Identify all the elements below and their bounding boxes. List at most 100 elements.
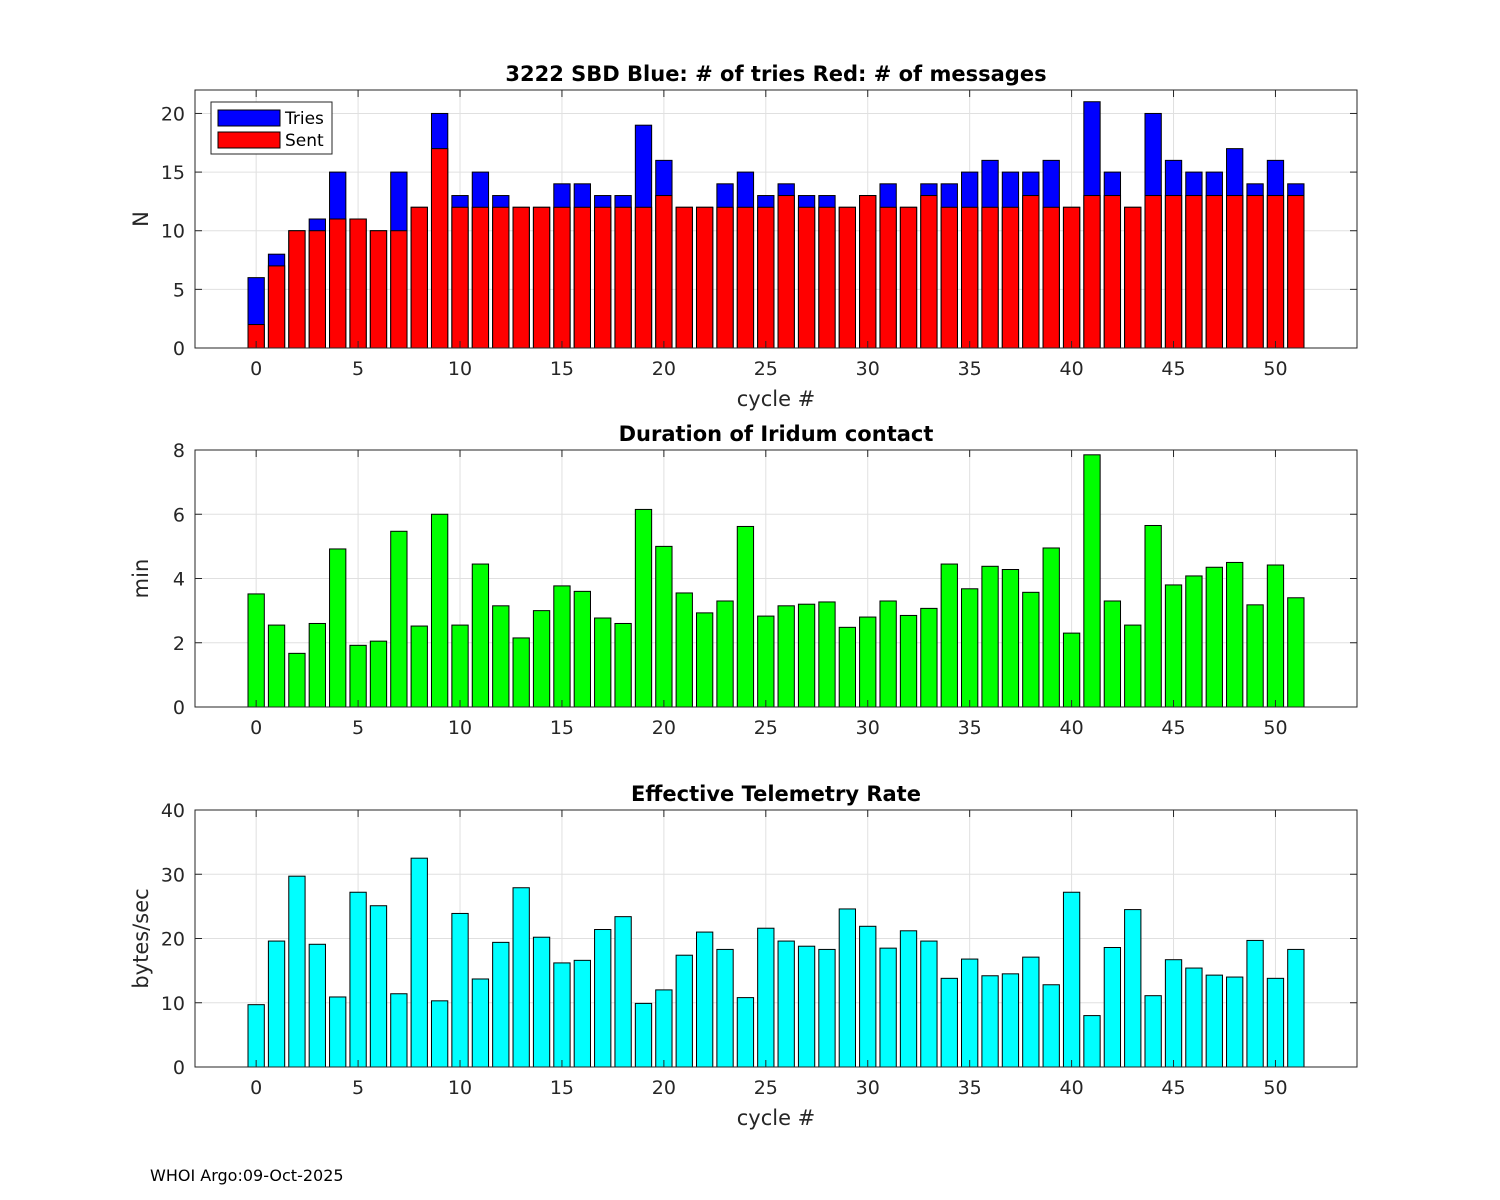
bar: [818, 601, 836, 708]
bar: [1266, 564, 1285, 708]
bar-sent: [1022, 195, 1040, 349]
bar-sent: [634, 206, 653, 349]
bar-sent: [553, 206, 571, 349]
bar: [757, 615, 775, 708]
bar-sent: [757, 206, 775, 349]
footer-stamp: WHOI Argo:09-Oct-2025: [150, 1166, 344, 1185]
bar: [573, 959, 591, 1068]
x-tick-label: 20: [652, 358, 676, 380]
bar: [695, 931, 714, 1068]
x-tick-label: 40: [1060, 717, 1084, 739]
bar-sent: [573, 206, 591, 349]
bar: [1185, 967, 1203, 1068]
y-tick-label: 0: [173, 697, 185, 719]
x-tick-label: 40: [1060, 358, 1084, 380]
bar: [859, 925, 877, 1068]
y-tick-label: 2: [173, 633, 185, 655]
bar: [1083, 454, 1101, 708]
bar: [1185, 575, 1203, 708]
bar-sent: [349, 218, 367, 349]
x-tick-label: 10: [448, 358, 472, 380]
bar-sent: [920, 195, 938, 349]
chart-title-0: 3222 SBD Blue: # of tries Red: # of mess…: [505, 62, 1046, 86]
bar-sent: [736, 206, 755, 349]
bar: [390, 993, 408, 1068]
bar: [1246, 604, 1264, 708]
bar: [1287, 597, 1305, 708]
bar-sent: [594, 206, 612, 349]
bar: [329, 548, 347, 708]
bar-sent: [695, 206, 714, 349]
bar: [532, 610, 551, 708]
bar: [920, 607, 938, 708]
bar: [410, 857, 428, 1068]
bar: [451, 624, 469, 708]
bar-sent: [1103, 195, 1122, 349]
x-tick-label: 15: [550, 717, 574, 739]
bar-sent: [451, 206, 469, 349]
bar-sent: [777, 195, 795, 349]
x-tick-label: 45: [1161, 358, 1185, 380]
bar-sent: [430, 148, 449, 349]
bar: [471, 978, 490, 1068]
bar-sent: [1287, 195, 1305, 349]
bar-sent: [1042, 206, 1060, 349]
bar: [716, 948, 734, 1068]
bar-sent: [369, 230, 388, 349]
x-tick-label: 5: [352, 358, 364, 380]
bar: [288, 875, 306, 1068]
bar: [859, 616, 877, 708]
x-tick-label: 25: [754, 1077, 778, 1099]
bar-sent: [532, 206, 551, 349]
bar: [961, 958, 979, 1068]
x-tick-label: 15: [550, 1077, 574, 1099]
bar: [1103, 600, 1122, 708]
x-tick-label: 45: [1161, 1077, 1185, 1099]
bar: [1144, 995, 1162, 1068]
bar: [492, 941, 510, 1068]
bar-sent: [614, 206, 632, 349]
bar: [777, 940, 795, 1068]
bar-sent: [1226, 195, 1244, 349]
y-tick-label: 20: [161, 103, 185, 125]
bar: [1083, 1015, 1101, 1068]
bar: [451, 912, 469, 1068]
bar-sent: [308, 230, 326, 349]
y-tick-label: 0: [173, 338, 185, 360]
x-tick-label: 10: [448, 1077, 472, 1099]
bar: [1144, 524, 1162, 708]
bar: [1164, 959, 1183, 1068]
bar: [1001, 569, 1020, 708]
bar: [430, 513, 449, 708]
bar: [288, 652, 306, 708]
chart-title-1: Duration of Iridum contact: [619, 422, 934, 446]
x-tick-label: 25: [754, 717, 778, 739]
x-tick-label: 50: [1263, 1077, 1287, 1099]
bar: [675, 954, 693, 1068]
bar: [553, 962, 571, 1068]
x-tick-label: 45: [1161, 717, 1185, 739]
bar: [1124, 909, 1142, 1068]
bar-sent: [818, 206, 836, 349]
plot-area-0: [195, 90, 1357, 348]
bar: [757, 927, 775, 1068]
legend-swatch-sent: [217, 131, 281, 149]
bar: [634, 1002, 653, 1068]
x-tick-label: 20: [652, 717, 676, 739]
bar: [797, 603, 816, 708]
bar-sent: [716, 206, 734, 349]
y-tick-label: 30: [161, 864, 185, 886]
bar: [879, 600, 897, 708]
bar-sent: [471, 206, 490, 349]
bar: [267, 624, 286, 708]
x-tick-label: 35: [958, 717, 982, 739]
x-axis-label-2: cycle #: [737, 1106, 816, 1130]
bar: [1205, 974, 1223, 1068]
bar: [349, 891, 367, 1068]
bar-sent: [859, 195, 877, 349]
bar-sent: [1246, 195, 1264, 349]
y-tick-label: 8: [173, 440, 185, 462]
x-tick-label: 0: [250, 1077, 262, 1099]
bar-sent: [1001, 206, 1020, 349]
